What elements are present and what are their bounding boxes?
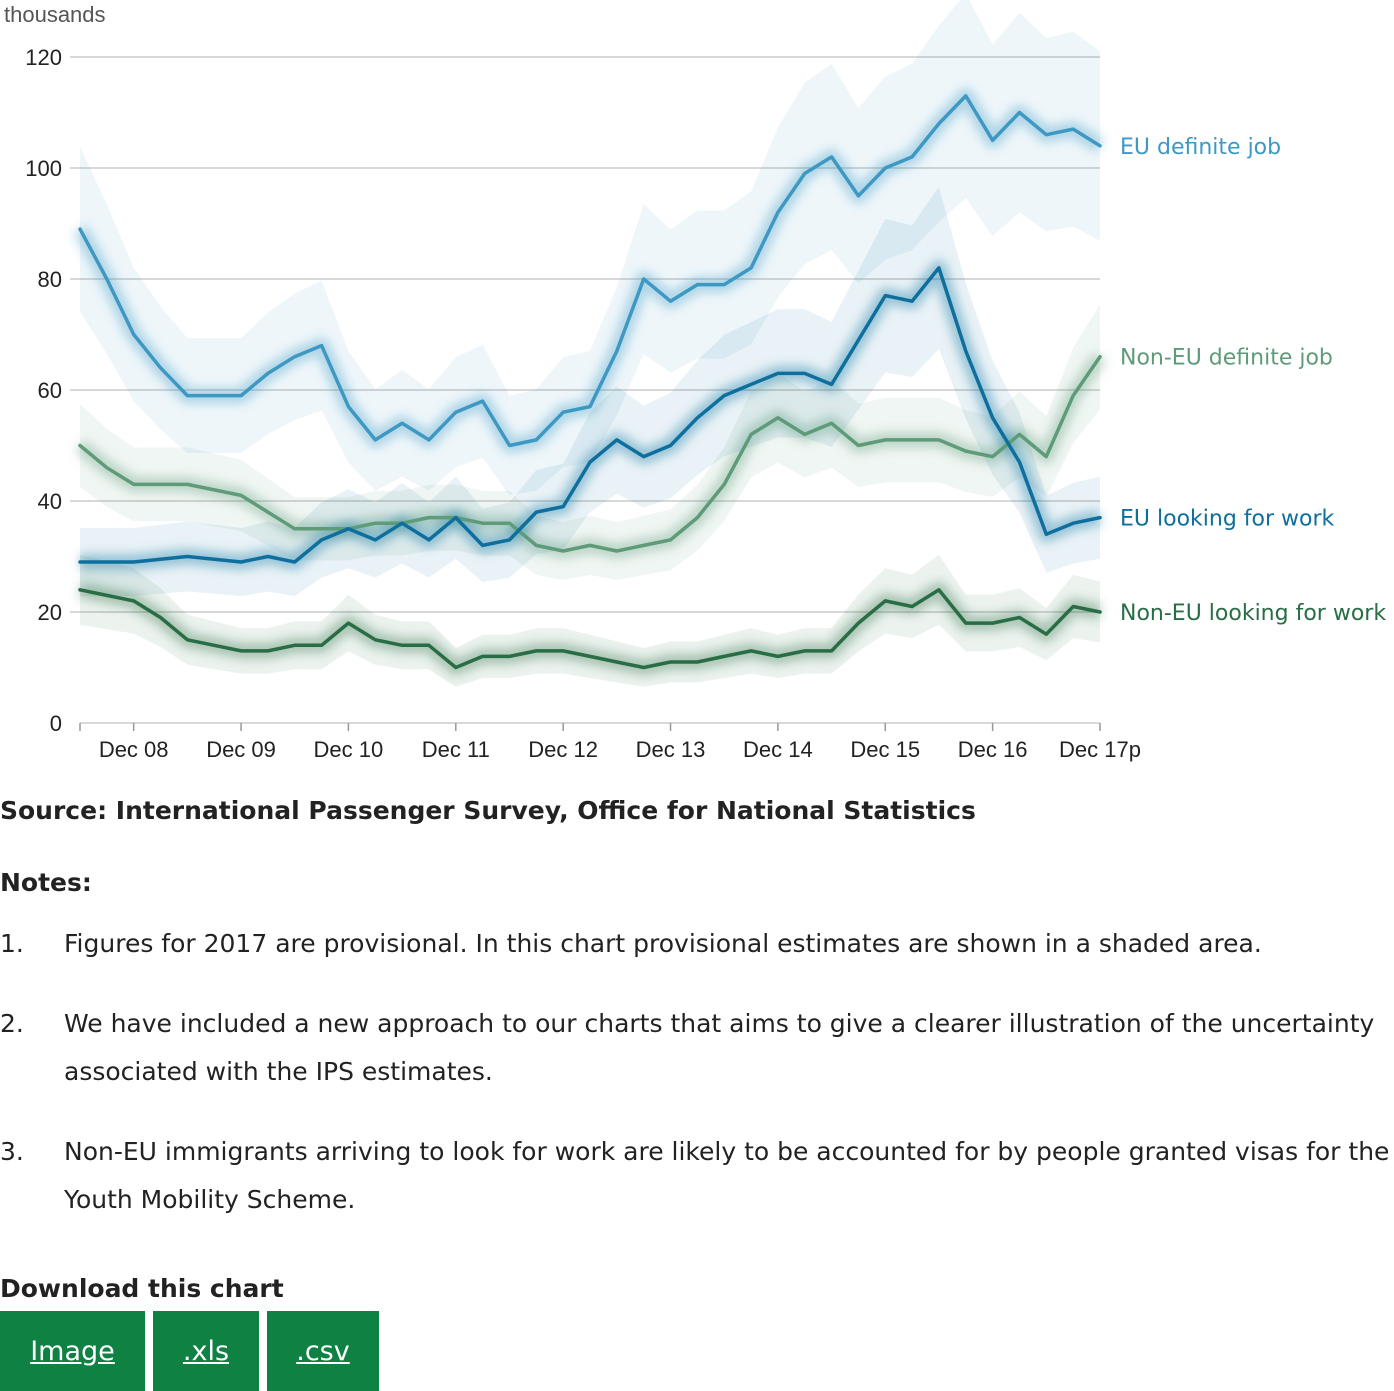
x-tick-label: Dec 16 (958, 737, 1028, 762)
download-image-button[interactable]: Image (0, 1311, 145, 1391)
x-tick-label: Dec 12 (528, 737, 598, 762)
x-tick-label: Dec 14 (743, 737, 813, 762)
note-item: 3. Non-EU immigrants arriving to look for… (0, 1128, 1394, 1224)
series-line (78, 588, 1102, 670)
x-tick-label: Dec 09 (206, 737, 276, 762)
y-tick-label: 120 (25, 45, 62, 70)
confidence-band (80, 304, 1100, 580)
series-label: Non-EU looking for work (1120, 601, 1386, 626)
note-number: 1. (0, 929, 24, 958)
series-label: Non-EU definite job (1120, 346, 1333, 371)
download-csv-button[interactable]: .csv (267, 1311, 379, 1391)
download-title: Download this chart (0, 1274, 284, 1303)
x-tick-label: Dec 15 (850, 737, 920, 762)
note-number: 2. (0, 1009, 24, 1038)
series-line (78, 94, 1102, 448)
x-tick-label: Dec 13 (636, 737, 706, 762)
x-tick-label: Dec 08 (99, 737, 169, 762)
y-tick-label: 80 (38, 267, 62, 292)
note-text: Non-EU immigrants arriving to look for w… (64, 1137, 1390, 1214)
x-tick-label: Dec 11 (422, 737, 490, 762)
notes-list: 1. Figures for 2017 are provisional. In t… (0, 920, 1394, 1256)
y-tick-label: 100 (25, 156, 62, 181)
line-chart: thousands 0 20 40 60 80 100 120 Dec 08 Dec 09 Dec … (4, 0, 1386, 762)
y-tick-label: 0 (50, 711, 62, 736)
y-tick-label: 40 (38, 489, 62, 514)
chart-source: Source: International Passenger Survey, … (0, 796, 976, 825)
series-line (78, 266, 1102, 564)
note-item: 2. We have included a new approach to our… (0, 1000, 1394, 1096)
y-unit-label: thousands (4, 2, 106, 27)
download-xls-button[interactable]: .xls (153, 1311, 259, 1391)
note-number: 3. (0, 1137, 24, 1166)
notes-title: Notes: (0, 868, 92, 897)
y-tick-label: 60 (38, 378, 62, 403)
note-item: 1. Figures for 2017 are provisional. In t… (0, 920, 1394, 968)
confidence-band (80, 554, 1100, 687)
y-tick-label: 20 (38, 600, 62, 625)
series-label: EU definite job (1120, 135, 1281, 160)
x-tick-label: Dec 17p (1059, 737, 1141, 762)
series-line (78, 354, 1102, 553)
series-label: EU looking for work (1120, 507, 1335, 532)
note-text: We have included a new approach to our c… (64, 1009, 1375, 1086)
x-tick-label: Dec 10 (314, 737, 384, 762)
note-text: Figures for 2017 are provisional. In thi… (64, 929, 1262, 958)
